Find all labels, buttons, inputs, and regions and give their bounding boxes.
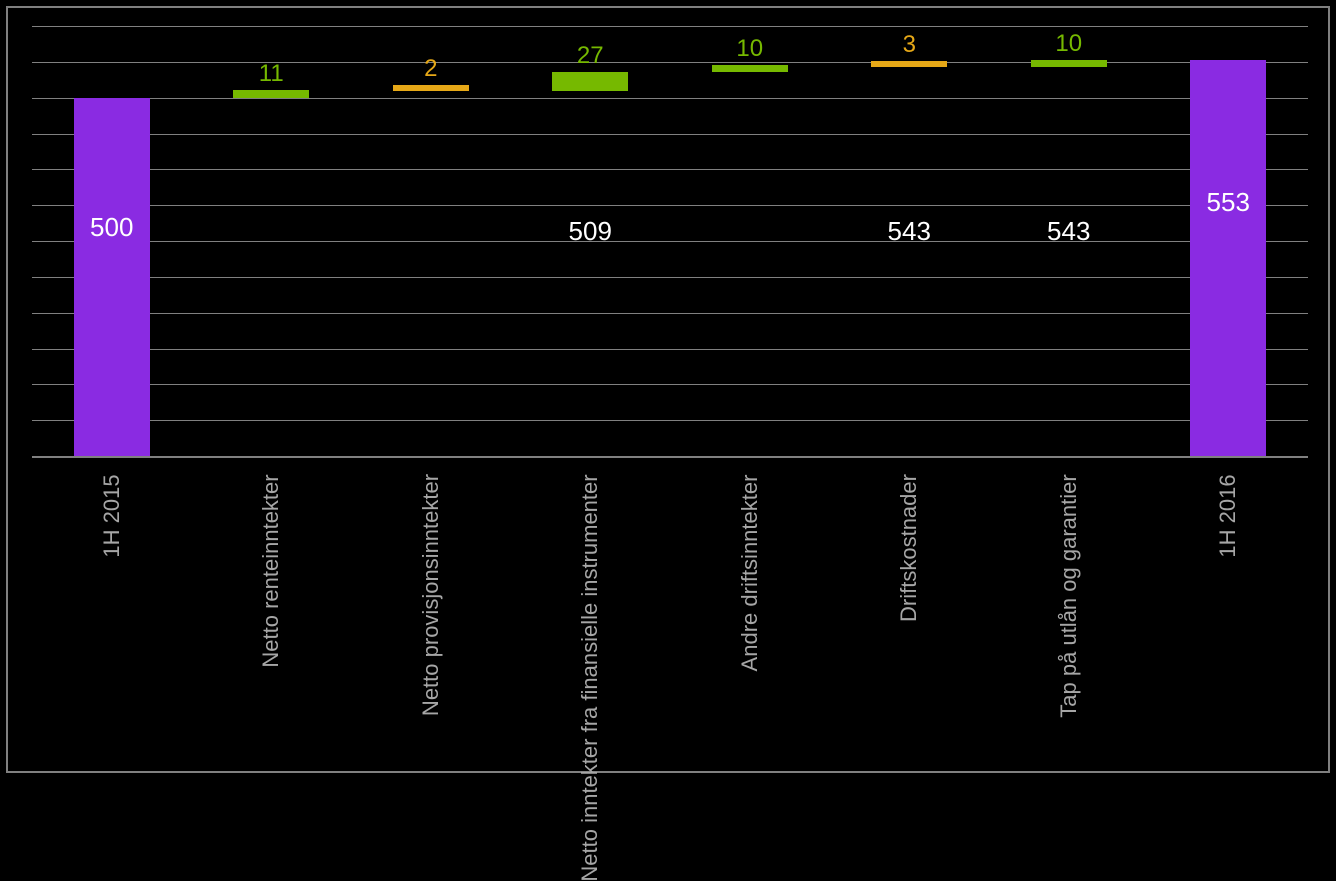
cumulative-label: 543 xyxy=(1047,216,1090,247)
value-label: 27 xyxy=(577,42,604,70)
gridline xyxy=(32,98,1308,99)
category-label: Netto renteinntekter xyxy=(258,474,284,667)
baseline xyxy=(32,456,1308,458)
value-label: 10 xyxy=(736,35,763,63)
cumulative-label: 543 xyxy=(888,216,931,247)
gridline xyxy=(32,384,1308,385)
cumulative-label: 509 xyxy=(569,216,612,247)
category-label: 1H 2015 xyxy=(99,474,125,557)
category-label: Driftskostnader xyxy=(896,474,922,622)
gridline xyxy=(32,134,1308,135)
category-label: 1H 2016 xyxy=(1215,474,1241,557)
chart-frame: 500 1H 2015 11 Netto renteinntekter 2 Netto p… xyxy=(6,6,1330,773)
waterfall-bar xyxy=(552,72,628,91)
category-label: Netto inntekter fra finansielle instrume… xyxy=(577,474,603,881)
waterfall-bar xyxy=(1190,60,1266,456)
gridline xyxy=(32,62,1308,63)
waterfall-bar xyxy=(712,65,788,72)
value-label: 500 xyxy=(90,212,133,243)
value-label: 3 xyxy=(903,31,916,59)
gridline xyxy=(32,26,1308,27)
gridline xyxy=(32,277,1308,278)
value-label: 10 xyxy=(1055,30,1082,58)
gridline xyxy=(32,169,1308,170)
category-label: Netto provisjonsinntekter xyxy=(418,474,444,716)
waterfall-bar xyxy=(1031,60,1107,67)
value-label: 11 xyxy=(259,60,284,88)
waterfall-bar xyxy=(871,61,947,67)
gridline xyxy=(32,313,1308,314)
gridline xyxy=(32,241,1308,242)
category-label: Tap på utlån og garantier xyxy=(1056,474,1082,717)
gridline xyxy=(32,205,1308,206)
waterfall-bar xyxy=(393,85,469,91)
gridline xyxy=(32,420,1308,421)
waterfall-bar xyxy=(233,90,309,98)
value-label: 553 xyxy=(1207,187,1250,218)
value-label: 2 xyxy=(424,55,437,83)
waterfall-bar xyxy=(74,98,150,456)
gridline xyxy=(32,349,1308,350)
category-label: Andre driftsinntekter xyxy=(737,474,763,671)
plot-area: 5001H 201511Netto renteinntekter2Netto p… xyxy=(32,26,1308,456)
